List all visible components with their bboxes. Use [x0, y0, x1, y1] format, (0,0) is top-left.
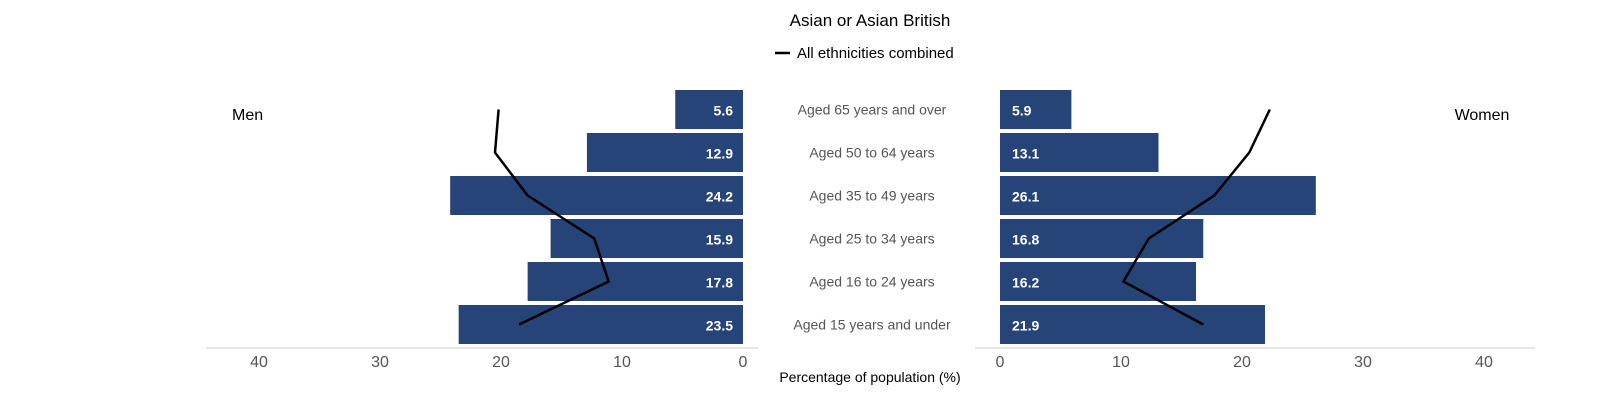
chart-title: Asian or Asian British — [790, 11, 951, 30]
bar-men-0 — [675, 90, 743, 129]
bar-label-women-2: 26.1 — [1012, 189, 1039, 205]
tick-right-2: 20 — [1233, 354, 1251, 371]
bar-label-men-1: 12.9 — [706, 146, 733, 162]
tick-labels-layer: 40 40 30 30 20 20 10 10 0 0 — [250, 354, 1493, 371]
bar-women-2 — [1000, 176, 1316, 215]
category-label-1: Aged 50 to 64 years — [809, 145, 934, 161]
bar-label-women-3: 16.8 — [1012, 232, 1039, 248]
bar-women-1 — [1000, 133, 1159, 172]
category-label-2: Aged 35 to 49 years — [809, 188, 934, 204]
tick-left-4: 0 — [739, 354, 748, 371]
legend-label: All ethnicities combined — [797, 45, 954, 62]
bars-layer: 5.6 5.9 12.9 13.1 24.2 26.1 15.9 16.8 17.8 16.2 23… — [450, 90, 1316, 344]
bar-label-men-3: 15.9 — [706, 232, 733, 248]
tick-right-0: 40 — [1475, 354, 1493, 371]
women-label: Women — [1455, 107, 1510, 124]
x-axis-title: Percentage of population (%) — [779, 369, 960, 385]
bar-label-women-0: 5.9 — [1012, 103, 1032, 119]
bar-label-women-5: 21.9 — [1012, 318, 1039, 334]
category-label-5: Aged 15 years and under — [793, 317, 951, 333]
bar-men-2 — [450, 176, 743, 215]
overlay-lines-layer — [493, 108, 1271, 326]
bar-label-men-0: 5.6 — [714, 103, 734, 119]
bar-men-4 — [527, 262, 743, 301]
bar-label-men-4: 17.8 — [706, 275, 733, 291]
bar-label-women-4: 16.2 — [1012, 275, 1039, 291]
bar-label-men-2: 24.2 — [706, 189, 733, 205]
bar-women-0 — [1000, 90, 1072, 129]
bar-men-1 — [586, 133, 743, 172]
tick-left-3: 10 — [613, 354, 631, 371]
category-label-0: Aged 65 years and over — [798, 102, 947, 118]
category-labels-layer: Aged 65 years and over Aged 50 to 64 year… — [793, 102, 951, 333]
tick-left-1: 30 — [371, 354, 389, 371]
category-label-4: Aged 16 to 24 years — [809, 274, 934, 290]
tick-right-4: 0 — [996, 354, 1005, 371]
tick-right-3: 10 — [1112, 354, 1130, 371]
tick-right-1: 30 — [1354, 354, 1372, 371]
bar-label-women-1: 13.1 — [1012, 146, 1039, 162]
category-label-3: Aged 25 to 34 years — [809, 231, 934, 247]
bar-men-5 — [458, 305, 743, 344]
bar-women-5 — [1000, 305, 1265, 344]
bar-men-3 — [550, 219, 743, 258]
men-label: Men — [232, 107, 263, 124]
bar-label-men-5: 23.5 — [706, 318, 733, 334]
bar-women-4 — [1000, 262, 1197, 301]
overlay-line-men — [493, 109, 611, 326]
tick-left-0: 40 — [250, 354, 268, 371]
tick-left-2: 20 — [492, 354, 510, 371]
overlay-line-women — [1121, 108, 1271, 326]
